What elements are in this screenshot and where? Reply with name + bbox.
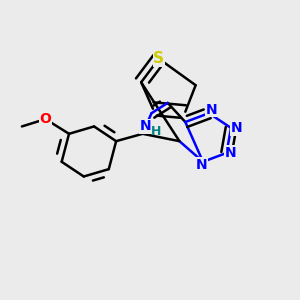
Text: N: N xyxy=(225,146,237,160)
Text: S: S xyxy=(153,51,164,66)
Text: N: N xyxy=(206,103,217,117)
Text: H: H xyxy=(151,125,161,138)
Text: N: N xyxy=(230,121,242,135)
Text: N: N xyxy=(196,158,207,172)
Text: N: N xyxy=(140,119,152,134)
Text: O: O xyxy=(40,112,51,126)
